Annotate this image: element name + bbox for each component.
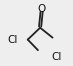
Text: Cl: Cl <box>7 35 18 45</box>
Text: O: O <box>37 4 45 14</box>
Text: Cl: Cl <box>51 52 61 62</box>
